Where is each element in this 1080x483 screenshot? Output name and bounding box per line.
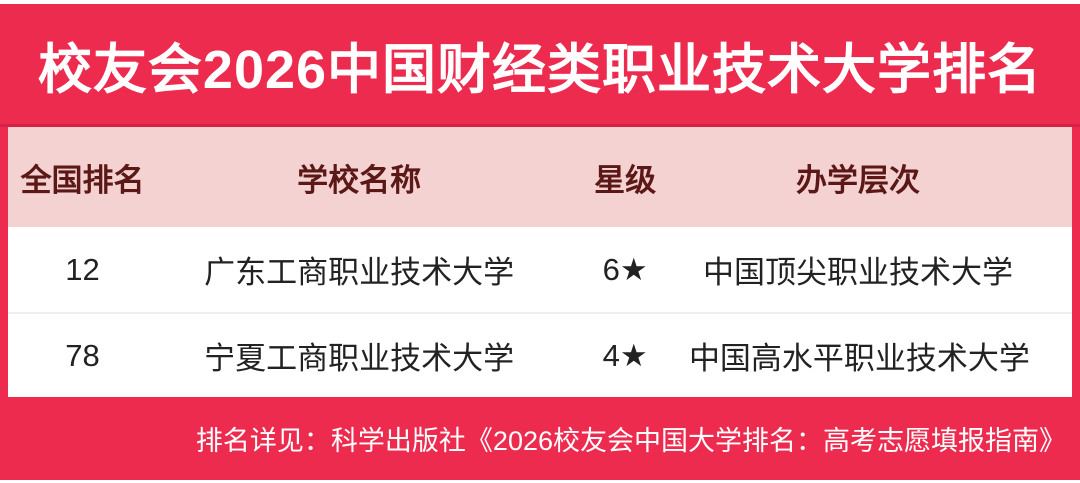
page-title: 校友会2026中国财经类职业技术大学排名 bbox=[37, 39, 1043, 100]
education-level: 中国顶尖职业技术大学 bbox=[702, 255, 1013, 290]
table-header-row: 全国排名 学校名称 星级 办学层次 bbox=[8, 127, 1072, 227]
footer-band: 排名详见：科学出版社《2026校友会中国大学排名：高考志愿填报指南》 bbox=[0, 397, 1080, 480]
column-header-national-rank: 全国排名 bbox=[20, 162, 145, 198]
table-body: 12 广东工商职业技术大学 6★ 中国顶尖职业技术大学 78 宁夏工商职业技术大… bbox=[8, 227, 1072, 397]
ranking-infographic: 校友会2026中国财经类职业技术大学排名 全国排名 学校名称 星级 办学层次 1… bbox=[0, 4, 1080, 480]
title-band: 校友会2026中国财经类职业技术大学排名 bbox=[0, 4, 1080, 127]
school-name: 广东工商职业技术大学 bbox=[204, 255, 515, 290]
table-row: 12 广东工商职业技术大学 6★ 中国顶尖职业技术大学 bbox=[8, 227, 1072, 312]
source-note: 排名详见：科学出版社《2026校友会中国大学排名：高考志愿填报指南》 bbox=[195, 426, 1066, 456]
table-row: 78 宁夏工商职业技术大学 4★ 中国高水平职业技术大学 bbox=[8, 312, 1072, 397]
rank-value: 12 bbox=[65, 251, 100, 287]
school-name: 宁夏工商职业技术大学 bbox=[204, 341, 515, 376]
column-header-school-name: 学校名称 bbox=[297, 162, 422, 198]
rank-value: 78 bbox=[65, 337, 100, 373]
star-level: 4★ bbox=[602, 337, 648, 373]
column-header-education-level: 办学层次 bbox=[795, 162, 920, 198]
education-level: 中国高水平职业技术大学 bbox=[688, 341, 1030, 376]
ranking-table: 全国排名 学校名称 星级 办学层次 12 广东工商职业技术大学 6★ 中国顶尖职… bbox=[8, 127, 1072, 397]
star-level: 6★ bbox=[602, 251, 648, 287]
column-header-star-level: 星级 bbox=[594, 162, 657, 198]
